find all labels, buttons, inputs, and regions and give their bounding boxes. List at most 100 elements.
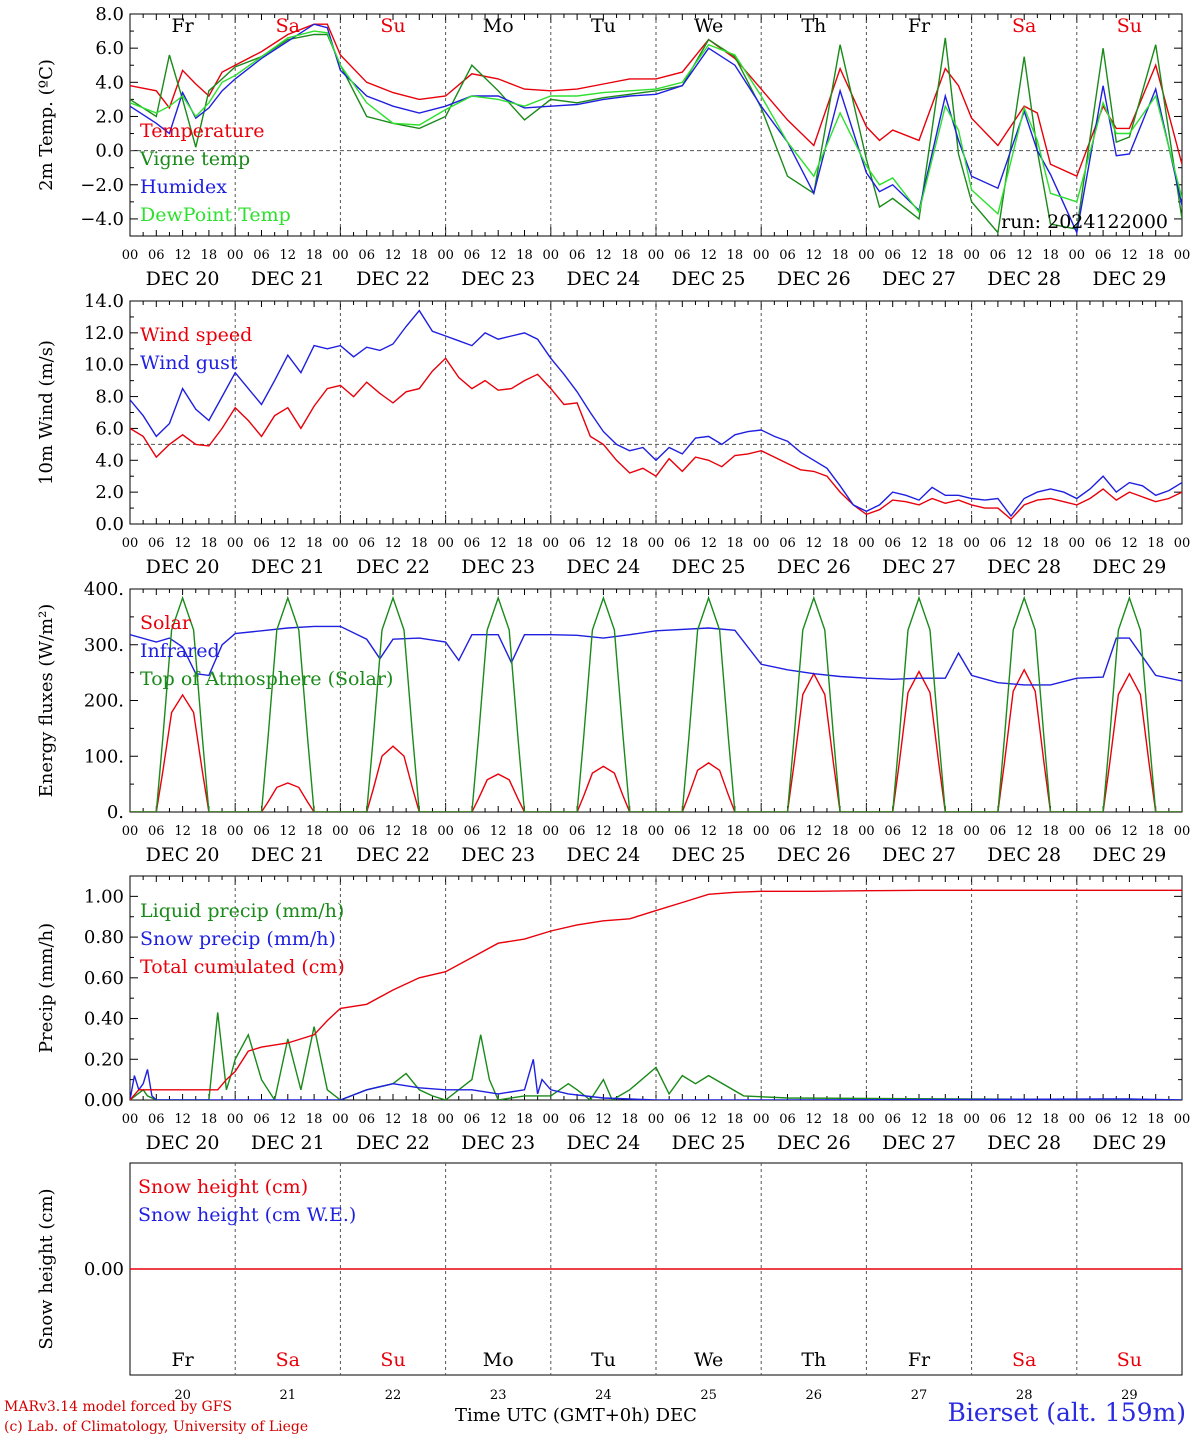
hour-label: 18 — [621, 248, 638, 263]
hour-label: 18 — [411, 1112, 428, 1127]
y-tick-label: 10.0 — [84, 355, 124, 376]
date-label: DEC 28 — [987, 556, 1061, 578]
date-label: DEC 26 — [777, 844, 851, 866]
y-tick-label: −2.0 — [80, 175, 124, 196]
legend-top-of-atmosphere-solar-: Top of Atmosphere (Solar) — [140, 668, 393, 690]
hour-label: 00 — [1069, 536, 1086, 551]
date-label: DEC 23 — [461, 1132, 535, 1154]
hour-label: 06 — [148, 536, 165, 551]
hour-label: 12 — [385, 1112, 402, 1127]
y-tick-label: 0.60 — [84, 968, 124, 989]
y-axis-label: 10m Wind (m/s) — [36, 340, 57, 485]
hour-label: 06 — [253, 824, 270, 839]
hour-label: 00 — [122, 1112, 139, 1127]
hour-label: 18 — [1147, 248, 1164, 263]
time-axis-label: Time UTC (GMT+0h) — [455, 1405, 650, 1426]
hour-label: 06 — [990, 536, 1007, 551]
hour-label: 06 — [569, 1112, 586, 1127]
y-tick-label: 14.0 — [84, 291, 124, 312]
hour-label: 00 — [122, 536, 139, 551]
model-credit: MARv3.14 model forced by GFS — [4, 1399, 233, 1415]
hour-label: 06 — [358, 824, 375, 839]
hour-label: 12 — [700, 1112, 717, 1127]
hour-label: 06 — [674, 824, 691, 839]
date-label: DEC 21 — [251, 1132, 325, 1154]
series-wind-speed — [130, 357, 1182, 521]
day-abbr: Fr — [171, 1349, 194, 1371]
hour-label: 18 — [1147, 536, 1164, 551]
day-abbr: Su — [1117, 1349, 1142, 1371]
hour-label: 12 — [1016, 1112, 1033, 1127]
y-tick-label: 0.20 — [84, 1049, 124, 1070]
hour-label: 12 — [700, 824, 717, 839]
date-label: DEC 23 — [461, 844, 535, 866]
hour-label: 12 — [280, 248, 297, 263]
day-abbr: Mo — [483, 1349, 514, 1371]
day-abbr: Tu — [591, 1349, 616, 1371]
hour-label: 06 — [464, 536, 481, 551]
hour-label: 06 — [1095, 536, 1112, 551]
y-tick-label: 0.00 — [84, 1090, 124, 1111]
hour-label: 12 — [911, 1112, 928, 1127]
panel-energy — [129, 588, 1183, 813]
hour-label: 18 — [411, 536, 428, 551]
date-label: DEC 21 — [251, 268, 325, 290]
station-name: Bierset (alt. 159m) — [947, 1398, 1186, 1427]
legend-total-cumulated-cm-: Total cumulated (cm) — [140, 956, 345, 978]
date-label: DEC 27 — [882, 268, 956, 290]
hour-label: 06 — [779, 824, 796, 839]
hour-label: 12 — [1121, 1112, 1138, 1127]
date-label: DEC 21 — [251, 556, 325, 578]
hour-label: 00 — [858, 1112, 875, 1127]
date-label: DEC 24 — [566, 844, 640, 866]
date-label: DEC 22 — [356, 556, 430, 578]
hour-label: 00 — [1174, 824, 1191, 839]
hour-label: 12 — [1121, 536, 1138, 551]
y-tick-label: 4.0 — [95, 450, 124, 471]
date-label: DEC 25 — [672, 1132, 746, 1154]
hour-label: 18 — [832, 248, 849, 263]
hour-label: 12 — [1121, 824, 1138, 839]
hour-label: 12 — [595, 536, 612, 551]
date-label: DEC 22 — [356, 844, 430, 866]
hour-label: 06 — [990, 824, 1007, 839]
date-label: DEC 20 — [146, 1132, 220, 1154]
y-tick-label: 8.0 — [95, 387, 124, 408]
legend-humidex: Humidex — [140, 176, 227, 198]
y-axis-label: Snow height (cm) — [36, 1188, 57, 1349]
hour-label: 06 — [779, 1112, 796, 1127]
hour-label: 12 — [385, 248, 402, 263]
hour-label: 12 — [1016, 824, 1033, 839]
hour-label: 12 — [806, 1112, 823, 1127]
date-label: DEC 26 — [777, 268, 851, 290]
series-humidex — [130, 23, 1182, 235]
legend-wind-speed: Wind speed — [140, 324, 252, 346]
hour-label: 00 — [963, 824, 980, 839]
y-tick-label: 0.0 — [95, 514, 124, 535]
date-label: DEC 27 — [882, 844, 956, 866]
hour-label: 12 — [174, 248, 191, 263]
panel-frame — [129, 300, 1183, 525]
day-number: 25 — [700, 1388, 717, 1403]
series-top-of-atmosphere-solar- — [130, 595, 1182, 812]
hour-label: 00 — [1174, 536, 1191, 551]
hour-label: 00 — [648, 536, 665, 551]
hour-label: 18 — [306, 1112, 323, 1127]
hour-label: 06 — [358, 536, 375, 551]
day-abbr: Su — [1117, 15, 1142, 37]
lab-credit: (c) Lab. of Climatology, University of L… — [4, 1419, 309, 1435]
day-abbr: Sa — [1012, 1349, 1036, 1371]
date-label: DEC 29 — [1092, 844, 1166, 866]
day-number: 29 — [1121, 1388, 1138, 1403]
series-wind-gust — [130, 309, 1182, 518]
day-abbr: Tu — [591, 15, 616, 37]
hour-label: 00 — [227, 824, 244, 839]
date-label: DEC 29 — [1092, 1132, 1166, 1154]
day-abbr: Fr — [171, 15, 194, 37]
series-infrared — [130, 625, 1182, 686]
y-tick-label: 0.40 — [84, 1009, 124, 1030]
hour-label: 12 — [174, 824, 191, 839]
hour-label: 00 — [858, 536, 875, 551]
legend-dewpoint-temp: DewPoint Temp — [140, 204, 291, 226]
hour-label: 12 — [280, 1112, 297, 1127]
